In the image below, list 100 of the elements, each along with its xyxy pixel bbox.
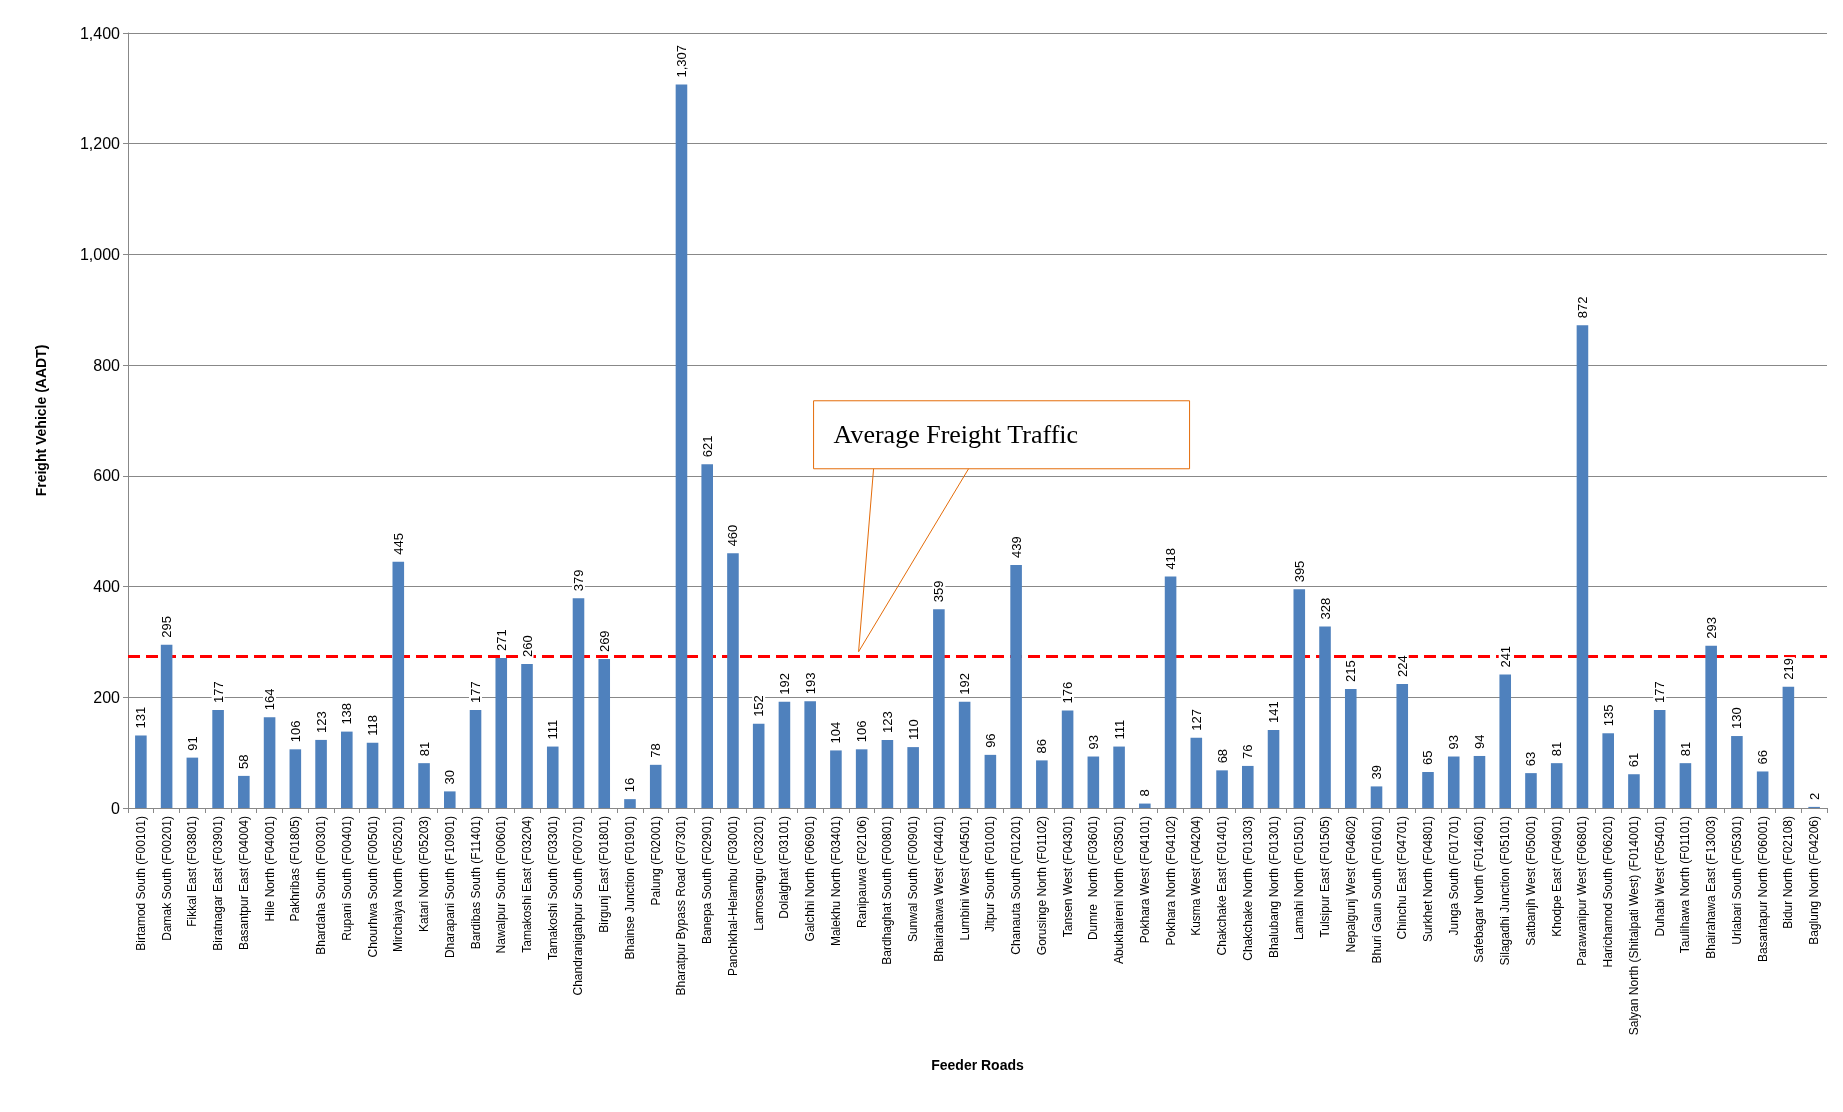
x-tick-label: Bhainse Junction (F01901) [622, 816, 637, 960]
bar [1550, 763, 1563, 808]
data-label: 219 [1780, 658, 1796, 680]
bar [1344, 688, 1357, 808]
bar [289, 749, 302, 808]
x-tick-label: Chakchake North (F01303) [1240, 816, 1255, 961]
x-tick-label: Khodpe East (F04901) [1549, 816, 1564, 937]
bar [1293, 589, 1306, 808]
x-tick-label: Panchkhal-Helambu (F03001) [725, 816, 740, 977]
y-tick-label: 200 [93, 688, 121, 706]
bar [1319, 626, 1331, 808]
x-axis-title: Feeder Roads [931, 1057, 1024, 1073]
y-axis-title: Freight Vehicle (AADT) [33, 344, 49, 497]
data-label: 123 [879, 711, 895, 733]
bar [1499, 674, 1512, 808]
x-tick-label: Ranipauwa (F02106) [854, 816, 869, 929]
y-tick-label: 1,000 [79, 245, 121, 263]
x-tick-label: Chandranigahpur South (F00701) [571, 816, 586, 996]
bar [1653, 710, 1666, 808]
x-tick-label: Nepalgunj West (F04602) [1343, 816, 1358, 953]
bar [804, 701, 816, 808]
data-label: 63 [1523, 751, 1539, 767]
x-tick-label: Hile North (F04001) [262, 816, 277, 922]
data-label: 269 [596, 630, 612, 653]
bar [752, 723, 765, 808]
data-label: 8 [1137, 789, 1153, 797]
bar [1705, 645, 1717, 808]
data-label: 131 [133, 706, 149, 729]
x-tick-label: Salyan North (Shitalpati West) (F014001) [1626, 816, 1641, 1036]
x-tick-label: Bhairahawa East (F13003) [1704, 816, 1719, 959]
data-label: 86 [1034, 738, 1050, 754]
data-label: 81 [416, 741, 432, 757]
x-tick-label: Bharatpur Bypass Road (F07301) [674, 816, 689, 996]
x-tick-label: Satbanjh West (F05001) [1523, 816, 1538, 946]
x-tick-label: Bidur North (F02108) [1781, 816, 1796, 929]
data-label: 30 [442, 769, 458, 785]
x-tick-label: Lumbini West (F04501) [957, 816, 972, 941]
x-tick-label: Kusma West (F04204) [1189, 816, 1204, 936]
annotation: Average Freight Traffic [833, 420, 1079, 450]
bar [263, 717, 276, 808]
data-label: 93 [1446, 735, 1462, 750]
bar [649, 764, 662, 808]
x-tick-label: Bhardaha South (F00301) [314, 816, 329, 955]
bar [778, 701, 791, 808]
x-tick-label: Bardibas South (F11401) [468, 816, 483, 950]
bar [1139, 803, 1151, 808]
bar [1113, 746, 1125, 808]
data-label: 293 [1703, 617, 1719, 639]
bar [598, 659, 611, 808]
bar [1190, 737, 1203, 808]
x-tick-label: Damak South (F00201) [159, 816, 174, 941]
bar [1216, 770, 1228, 808]
data-label: 104 [828, 721, 844, 744]
bar [1473, 755, 1486, 808]
data-label: 215 [1343, 660, 1359, 682]
x-tick-label: Chourhwa South (F00501) [365, 816, 380, 958]
data-label: 135 [1600, 704, 1616, 727]
bar [443, 791, 456, 808]
data-label: 81 [1549, 741, 1565, 757]
data-label: 418 [1163, 547, 1179, 570]
bar [1422, 772, 1434, 808]
bar [1782, 686, 1795, 808]
x-tick-label: Abukhaireni North (F03501) [1112, 816, 1127, 965]
x-tick-label: Safebagar North (F014601) [1472, 816, 1487, 963]
bar [392, 561, 405, 808]
x-tick-label: Chinchu East (F04701) [1395, 816, 1410, 940]
x-tick-label: Silagadhi Junction (F05101) [1498, 816, 1513, 966]
y-tick-label: 1,400 [79, 24, 121, 42]
y-tick-label: 0 [111, 799, 121, 817]
bar [958, 701, 971, 808]
x-tick-label: Jitpur South (F01001) [983, 816, 998, 933]
x-tick-label: Taulihawa North (F01101) [1678, 816, 1693, 954]
x-tick-label: Birgunj East (F01801) [597, 816, 612, 933]
x-tick-label: Junga South (F01701) [1446, 816, 1461, 936]
bar [1061, 710, 1074, 808]
bar [1036, 760, 1048, 808]
x-tick-label: Gorusinge North (F01102) [1034, 816, 1049, 956]
bar [1164, 576, 1177, 808]
bar [855, 749, 868, 808]
data-label: 460 [725, 524, 741, 547]
data-label: 106 [854, 720, 870, 743]
x-tick-label: Tulsipur East (F01505) [1318, 816, 1333, 938]
x-tick-label: Biratnagar East (F03901) [211, 816, 226, 951]
bar [238, 775, 250, 808]
bar [1087, 756, 1100, 808]
x-tick-label: Sunwal South (F00901) [906, 816, 921, 943]
x-tick-label: Fikkal East (F03801) [185, 816, 200, 927]
data-label: 271 [493, 629, 509, 651]
x-tick-label: Harichamod South (F06201) [1601, 816, 1616, 968]
data-label: 61 [1626, 752, 1642, 768]
x-tick-label: Parawanipur West (F06801) [1575, 816, 1590, 966]
bar [366, 742, 379, 808]
bar [984, 754, 997, 808]
x-tick-label: Rupani South (F00401) [339, 816, 354, 941]
data-label: 379 [570, 569, 586, 592]
x-tick-label: Basantapur North (F06001) [1755, 816, 1770, 963]
data-label: 328 [1317, 597, 1333, 620]
data-label: 260 [519, 635, 535, 658]
x-tick-label: Chanauta South (F01201) [1009, 816, 1024, 955]
data-label: 164 [262, 688, 278, 711]
